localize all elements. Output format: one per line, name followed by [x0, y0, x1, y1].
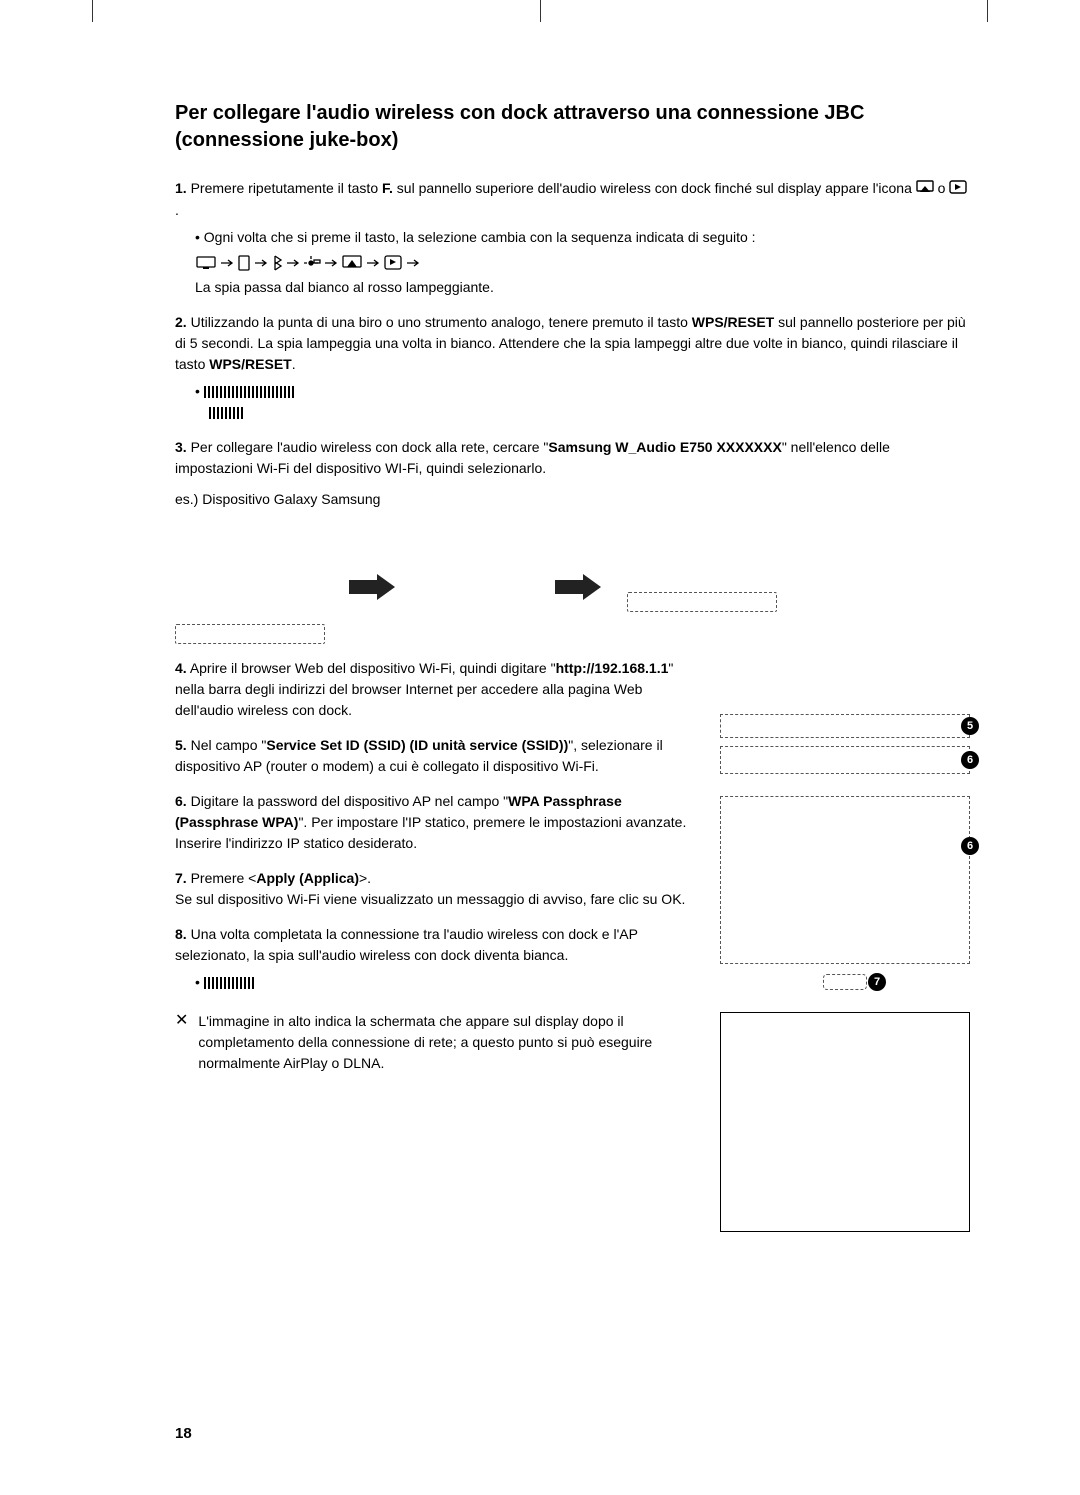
step-6-num: 6. — [175, 793, 187, 809]
wps-reset-2: WPS/RESET — [209, 356, 291, 372]
ssid-name: Samsung W_Audio E750 XXXXXXX — [548, 439, 781, 455]
ssid-field: Service Set ID (SSID) (ID unità service … — [266, 737, 568, 753]
step-1-text-d: . — [175, 202, 179, 218]
step-3-text-a: Per collegare l'audio wireless con dock … — [191, 439, 549, 455]
step-5-num: 5. — [175, 737, 187, 753]
step-7: 7. Premere <Apply (Applica)>. Se sul dis… — [175, 868, 702, 910]
callout-5: 5 — [961, 717, 979, 735]
step-2-placeholder-a — [195, 383, 294, 399]
step-4-text-a: Aprire il browser Web del dispositivo Wi… — [190, 660, 556, 676]
note-text: L'immagine in alto indica la schermata c… — [198, 1011, 702, 1074]
step-4-num: 4. — [175, 660, 187, 676]
callout-6b: 6 — [961, 837, 979, 855]
wps-reset-1: WPS/RESET — [692, 314, 774, 330]
callout-panel-6b: 6 — [720, 796, 970, 964]
step-3: 3. Per collegare l'audio wireless con do… — [175, 437, 970, 644]
step-7-text-a: Premere < — [191, 870, 257, 886]
callout-panel-6a: 6 — [720, 746, 970, 774]
step-6: 6. Digitare la password del dispositivo … — [175, 791, 702, 854]
callout-apply: 7 — [720, 974, 970, 992]
note-icon: ✕ — [175, 1011, 188, 1030]
step-2: 2. Utilizzando la punta di una biro o un… — [175, 312, 970, 423]
dlna-icon — [949, 179, 967, 200]
arrow-icon — [349, 572, 397, 602]
page-number: 18 — [175, 1423, 192, 1446]
step-1-num: 1. — [175, 180, 187, 196]
step-8-text: Una volta completata la connessione tra … — [175, 926, 638, 963]
step-1-text-a: Premere ripetutamente il tasto — [191, 180, 382, 196]
step-8-placeholder — [195, 974, 254, 990]
step-3-num: 3. — [175, 439, 187, 455]
step-1-sub1: Ogni volta che si preme il tasto, la sel… — [195, 227, 970, 248]
step-8: 8. Una volta completata la connessione t… — [175, 924, 702, 993]
callout-panel-5: 5 — [720, 714, 970, 738]
step-1-text-b: sul pannello superiore dell'audio wirele… — [393, 180, 916, 196]
step-3-eg: es.) Dispositivo Galaxy Samsung — [175, 489, 970, 510]
step-5: 5. Nel campo "Service Set ID (SSID) (ID … — [175, 735, 702, 777]
apply-btn: Apply (Applica) — [256, 870, 359, 886]
step-8-num: 8. — [175, 926, 187, 942]
step-6-text-a: Digitare la password del dispositivo AP … — [191, 793, 509, 809]
result-panel — [720, 1012, 970, 1232]
callout-7: 7 — [868, 973, 886, 991]
step-5-text-a: Nel campo " — [191, 737, 267, 753]
url-ip: http://192.168.1.1 — [556, 660, 669, 676]
step-2-text-a: Utilizzando la punta di una biro o uno s… — [191, 314, 692, 330]
airplay-icon — [916, 179, 934, 200]
step-2-text-c: . — [292, 356, 296, 372]
step-2-placeholder-b — [209, 407, 243, 419]
step-1-text-c: o — [938, 180, 950, 196]
step-7-text-b: >. — [359, 870, 371, 886]
arrow-icon — [555, 572, 603, 602]
step-1-sub2: La spia passa dal bianco al rosso lampeg… — [195, 277, 970, 298]
mode-sequence — [195, 252, 970, 273]
screenshot-row — [175, 530, 970, 644]
screenshot-1-highlight — [175, 624, 325, 644]
page-title: Per collegare l'audio wireless con dock … — [175, 100, 970, 154]
step-1: 1. Premere ripetutamente il tasto F. sul… — [175, 178, 970, 298]
step-7-num: 7. — [175, 870, 187, 886]
screenshot-3-highlight — [627, 592, 777, 612]
step-2-num: 2. — [175, 314, 187, 330]
callout-6a: 6 — [961, 751, 979, 769]
key-f: F. — [382, 180, 393, 196]
step-4: 4. Aprire il browser Web del dispositivo… — [175, 658, 702, 721]
step-7-text-c: Se sul dispositivo Wi-Fi viene visualizz… — [175, 891, 685, 907]
